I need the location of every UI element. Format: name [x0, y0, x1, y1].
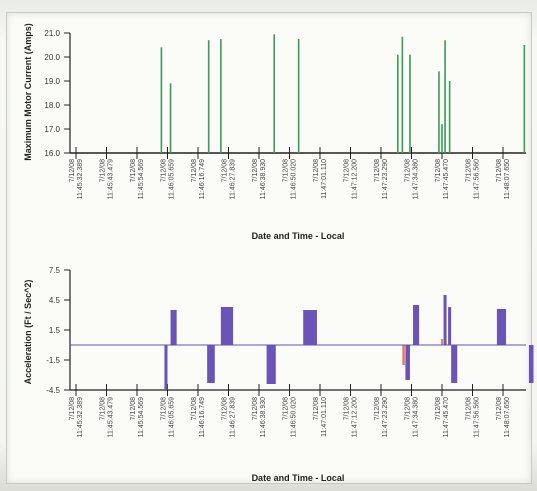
bottom-xtick-date: 7/12/08: [435, 397, 442, 420]
acceleration-bar: [405, 345, 410, 380]
top-xtick-time: 11:45:43.479: [108, 159, 115, 199]
bottom-xtick-date: 7/12/08: [69, 397, 76, 420]
top-ytick-label: 17.0: [44, 125, 60, 134]
top-ytick-label: 19.0: [44, 77, 60, 86]
top-ylabel: Maximum Motor Current (Amps): [23, 23, 33, 161]
top-xtick-date: 7/12/08: [222, 159, 229, 182]
top-xtick-date: 7/12/08: [466, 159, 473, 182]
bottom-ytick-label: -4.5: [46, 386, 60, 395]
bottom-ytick-label: 4.5: [49, 296, 61, 305]
acceleration-bar: [402, 345, 405, 365]
bottom-xtick-time: 11:46:38.930: [260, 397, 267, 437]
bottom-xtick-date: 7/12/08: [100, 397, 107, 420]
bottom-xtick-date: 7/12/08: [405, 397, 412, 420]
acceleration-bar: [448, 307, 452, 345]
bottom-xtick-time: 11:45:43.479: [108, 397, 115, 437]
acceleration-bar: [528, 345, 534, 383]
acceleration-bar: [170, 310, 177, 345]
acceleration-chart: 7.54.51.5-1.5-4.5 7/12/08 11:45:32.389 7/1…: [23, 266, 534, 483]
top-ytick-label: 20.0: [44, 53, 60, 62]
top-xtick-date: 7/12/08: [100, 159, 107, 182]
bottom-xtick-date: 7/12/08: [313, 397, 320, 420]
bottom-xtick-date: 7/12/08: [222, 397, 229, 420]
top-xtick-time: 11:48:07.650: [504, 159, 511, 199]
top-xtick-date: 7/12/08: [374, 159, 381, 182]
top-xtick-date: 7/12/08: [435, 159, 442, 182]
top-xtick-time: 11:47:12.200: [352, 159, 359, 199]
bottom-xtick-date: 7/12/08: [466, 397, 473, 420]
bottom-ytick-label: 7.5: [49, 266, 61, 275]
bottom-xtick-date: 7/12/08: [374, 397, 381, 420]
top-xtick-time: 11:45:54.569: [138, 159, 145, 199]
bottom-xtick-time: 11:47:01.110: [321, 397, 328, 437]
top-xtick-time: 11:47:34.380: [413, 159, 420, 199]
acceleration-bar: [207, 345, 215, 383]
acceleration-bar: [413, 305, 420, 345]
bottom-xtick-time: 11:48:07.650: [504, 397, 511, 437]
bottom-xtick-time: 11:47:45.470: [443, 397, 450, 437]
top-xtick-time: 11:46:50.020: [291, 159, 298, 199]
bottom-xtick-date: 7/12/08: [191, 397, 198, 420]
top-xtick-date: 7/12/08: [191, 159, 198, 182]
acceleration-bar: [220, 307, 234, 345]
bottom-ylabel: Acceleration (Ft / Sec^2): [23, 280, 33, 385]
top-xlabel: Date and Time - Local: [252, 231, 345, 241]
top-xtick-time: 11:47:45.470: [443, 159, 450, 199]
motor-current-chart: 21.020.019.018.017.016.0 7/12/08 11:45:32…: [23, 23, 526, 241]
bottom-xtick-time: 11:45:54.569: [138, 397, 145, 437]
bottom-ytick-label: 1.5: [49, 326, 61, 335]
top-xtick-time: 11:46:16.749: [199, 159, 206, 199]
top-xtick-time: 11:47:23.290: [382, 159, 389, 199]
bottom-xtick-date: 7/12/08: [161, 397, 168, 420]
bottom-xtick-time: 11:47:23.290: [382, 397, 389, 437]
acceleration-bar: [303, 310, 317, 345]
bottom-xtick-time: 11:47:12.200: [352, 397, 359, 437]
top-xtick-time: 11:46:27.839: [230, 159, 237, 199]
top-xtick-date: 7/12/08: [69, 159, 76, 182]
bottom-xtick-time: 11:46:50.020: [291, 397, 298, 437]
acceleration-bar: [496, 309, 507, 345]
top-ytick-label: 18.0: [44, 101, 60, 110]
top-xtick-time: 11:46:38.930: [260, 159, 267, 199]
bottom-xtick-time: 11:46:16.749: [199, 397, 206, 437]
top-xtick-date: 7/12/08: [496, 159, 503, 182]
top-xtick-date: 7/12/08: [252, 159, 259, 182]
bottom-xtick-date: 7/12/08: [344, 397, 351, 420]
acceleration-bar: [443, 295, 447, 345]
top-ytick-label: 16.0: [44, 149, 60, 158]
bottom-xtick-time: 11:46:05.659: [169, 397, 176, 437]
bottom-xtick-time: 11:47:34.380: [413, 397, 420, 437]
top-xtick-time: 11:47:56.560: [474, 159, 481, 199]
top-xtick-date: 7/12/08: [283, 159, 290, 182]
bottom-xtick-date: 7/12/08: [496, 397, 503, 420]
bottom-xtick-date: 7/12/08: [252, 397, 259, 420]
bottom-xtick-time: 11:47:56.560: [474, 397, 481, 437]
bottom-xlabel: Date and Time - Local: [252, 473, 345, 483]
top-xtick-time: 11:46:05.659: [169, 159, 176, 199]
top-xtick-date: 7/12/08: [405, 159, 412, 182]
top-xtick-time: 11:47:01.110: [321, 159, 328, 199]
acceleration-bar: [266, 345, 276, 384]
top-xtick-date: 7/12/08: [130, 159, 137, 182]
bottom-xtick-time: 11:45:32.389: [77, 397, 84, 437]
bottom-xtick-date: 7/12/08: [130, 397, 137, 420]
acceleration-bar: [451, 345, 458, 383]
top-xtick-date: 7/12/08: [161, 159, 168, 182]
top-xtick-date: 7/12/08: [344, 159, 351, 182]
top-xtick-time: 11:45:32.389: [77, 159, 84, 199]
acceleration-bar: [164, 345, 168, 390]
top-ytick-label: 21.0: [44, 29, 60, 38]
bottom-xtick-date: 7/12/08: [283, 397, 290, 420]
bottom-xtick-time: 11:46:27.839: [230, 397, 237, 437]
top-xtick-date: 7/12/08: [313, 159, 320, 182]
acceleration-bar: [441, 339, 443, 345]
bottom-ytick-label: -1.5: [46, 356, 60, 365]
